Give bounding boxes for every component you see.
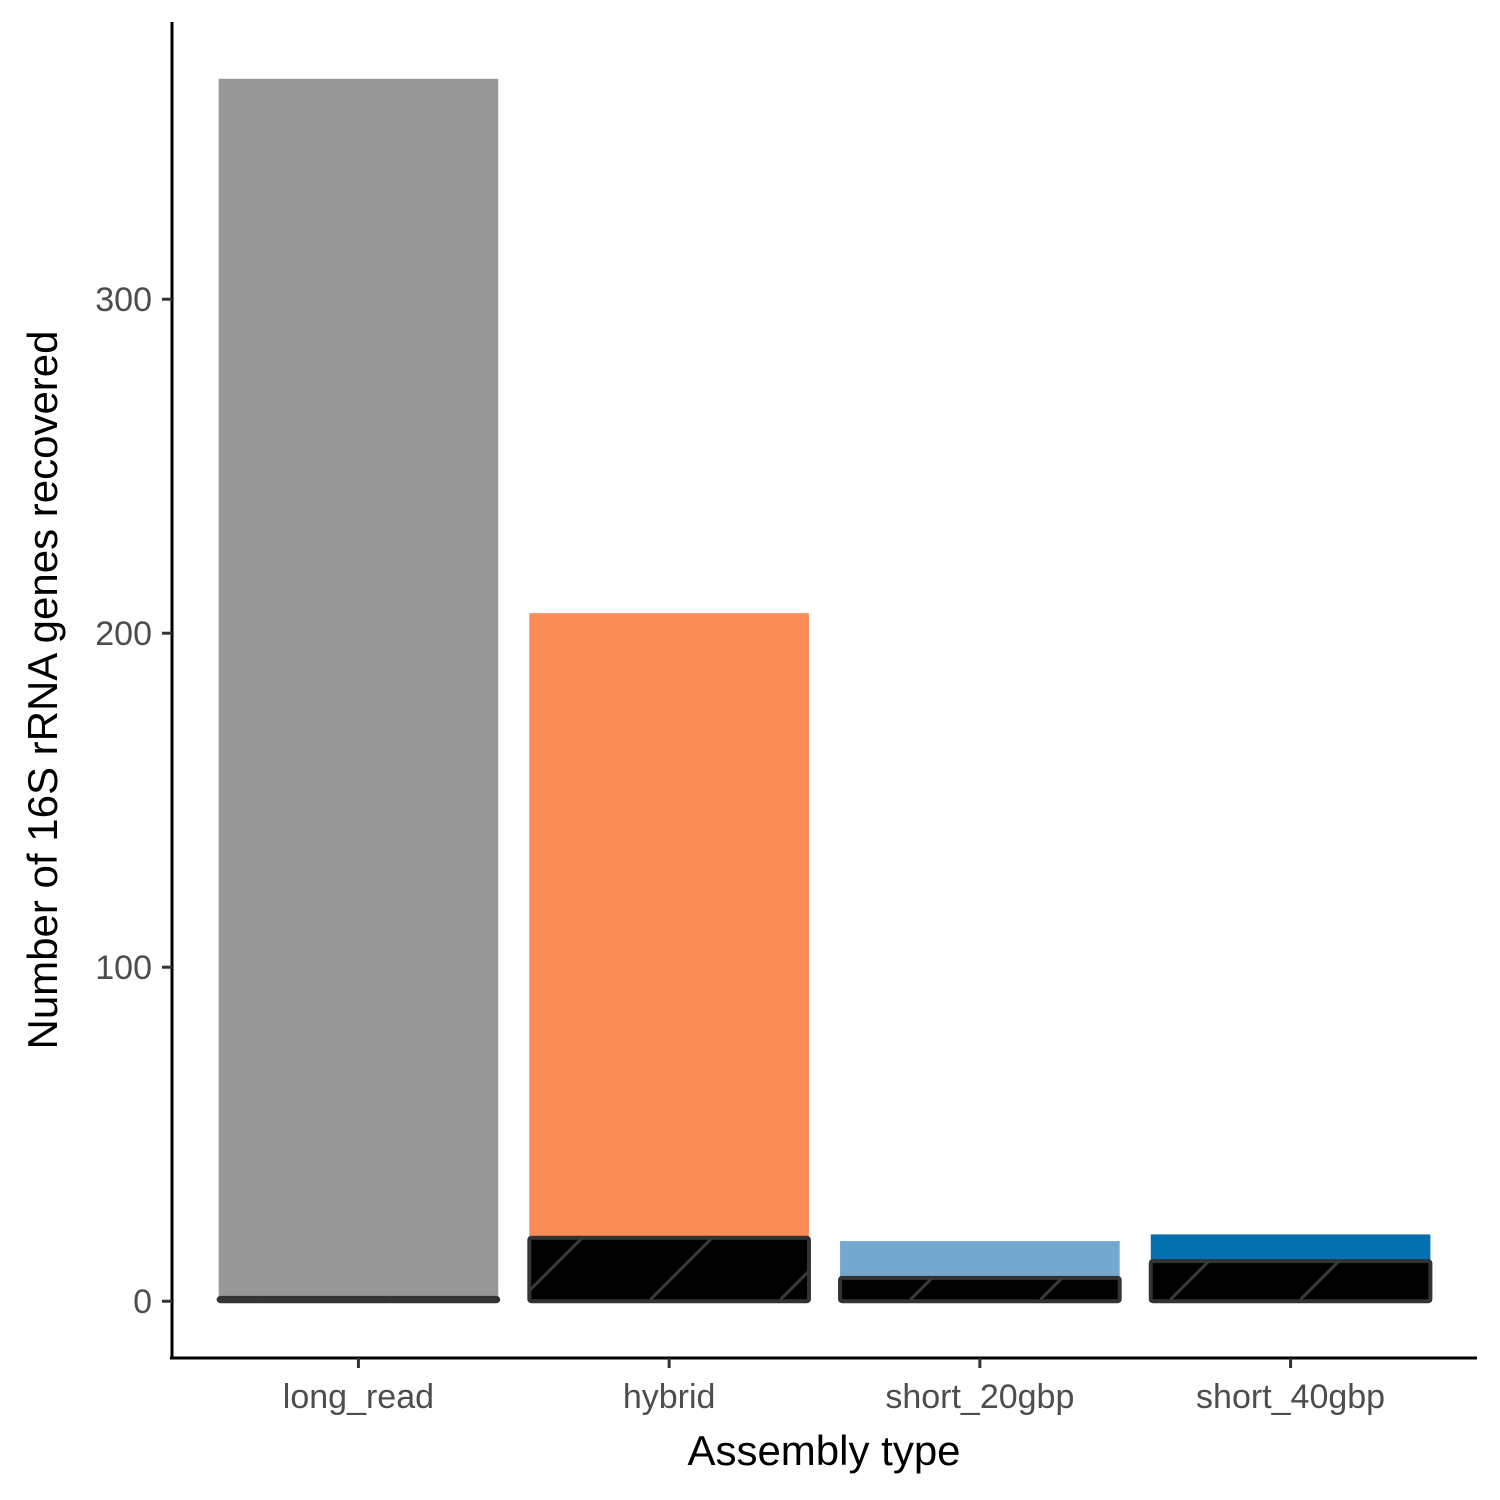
x-tick-label-long_read: long_read: [283, 1378, 434, 1416]
y-axis-ticks: 0 100 200 300: [95, 281, 172, 1321]
x-axis-title: Assembly type: [687, 1427, 960, 1474]
x-tick-label-short_40gbp: short_40gbp: [1196, 1378, 1385, 1416]
y-tick-label: 100: [95, 949, 152, 987]
y-tick-label: 200: [95, 615, 152, 653]
hatch-pattern-hybrid: [529, 1237, 809, 1302]
x-tick-label-hybrid: hybrid: [623, 1378, 716, 1416]
bar-hybrid: [529, 613, 809, 1302]
y-axis-title: Number of 16S rRNA genes recovered: [19, 330, 66, 1049]
y-tick-label: 0: [133, 1283, 152, 1321]
hatch-pattern-short_40gbp: [1150, 1261, 1431, 1302]
y-tick-label: 300: [95, 281, 152, 319]
x-axis-ticks: long_read hybrid short_20gbp short_40gbp: [283, 1358, 1385, 1416]
bars-layer: [218, 78, 1431, 1302]
bar-long_read: [218, 78, 499, 1302]
hatch-pattern-short_20gbp: [840, 1277, 1120, 1302]
hatch-pattern-long_read: [218, 1297, 499, 1302]
hatched-bars-layer: [216, 1235, 1433, 1304]
x-tick-label-short_20gbp: short_20gbp: [885, 1378, 1074, 1416]
